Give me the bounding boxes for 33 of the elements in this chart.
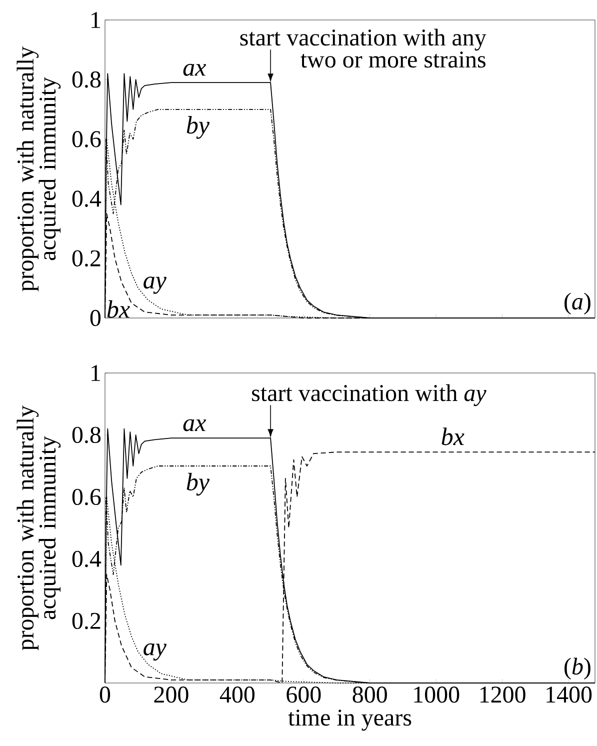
y-tick-label: 0.6 <box>72 488 101 506</box>
annotation: (a) <box>564 292 590 314</box>
y-tick-label: 0.4 <box>72 190 102 207</box>
x-tick-label: 1000 <box>414 686 460 703</box>
y-tick-label: 0.4 <box>72 550 102 568</box>
x-tick-label: 200 <box>154 686 188 703</box>
y-tick-label: 0.8 <box>72 71 101 88</box>
x-tick-label: 600 <box>286 686 321 703</box>
x-tick-label: 800 <box>352 686 387 703</box>
x-tick-label: 1200 <box>480 686 526 703</box>
y-tick-label: 0.2 <box>72 250 100 267</box>
x-tick-label: 1400 <box>546 686 592 703</box>
series-label: ay <box>144 276 166 294</box>
series-label: bx <box>107 300 130 318</box>
annotation: start vaccination with any two or more strains <box>240 28 486 68</box>
x-tick-label: 400 <box>220 686 255 703</box>
y-tick-label: 0 <box>90 310 101 326</box>
series-label: ax <box>183 64 206 76</box>
series-label: bx <box>442 428 464 446</box>
y-tick-label: 1 <box>92 12 100 28</box>
y-tick-label: 1 <box>92 365 100 381</box>
y-axis-title: proportion with naturally acquired immunity <box>16 405 61 650</box>
annotation: (b) <box>564 658 590 680</box>
annotation: start vaccination with ay <box>252 384 486 406</box>
y-tick-label: 0.8 <box>72 426 101 444</box>
y-tick-label: 0.6 <box>72 131 101 148</box>
series-label: ay <box>144 643 166 661</box>
x-axis-title: time in years <box>288 710 412 731</box>
series-label: by <box>186 116 210 139</box>
y-axis-title: proportion with naturally acquired immunity <box>16 46 61 292</box>
y-tick-label: 0.2 <box>72 612 100 630</box>
series-label: by <box>186 472 210 496</box>
series-label: ax <box>183 419 206 432</box>
